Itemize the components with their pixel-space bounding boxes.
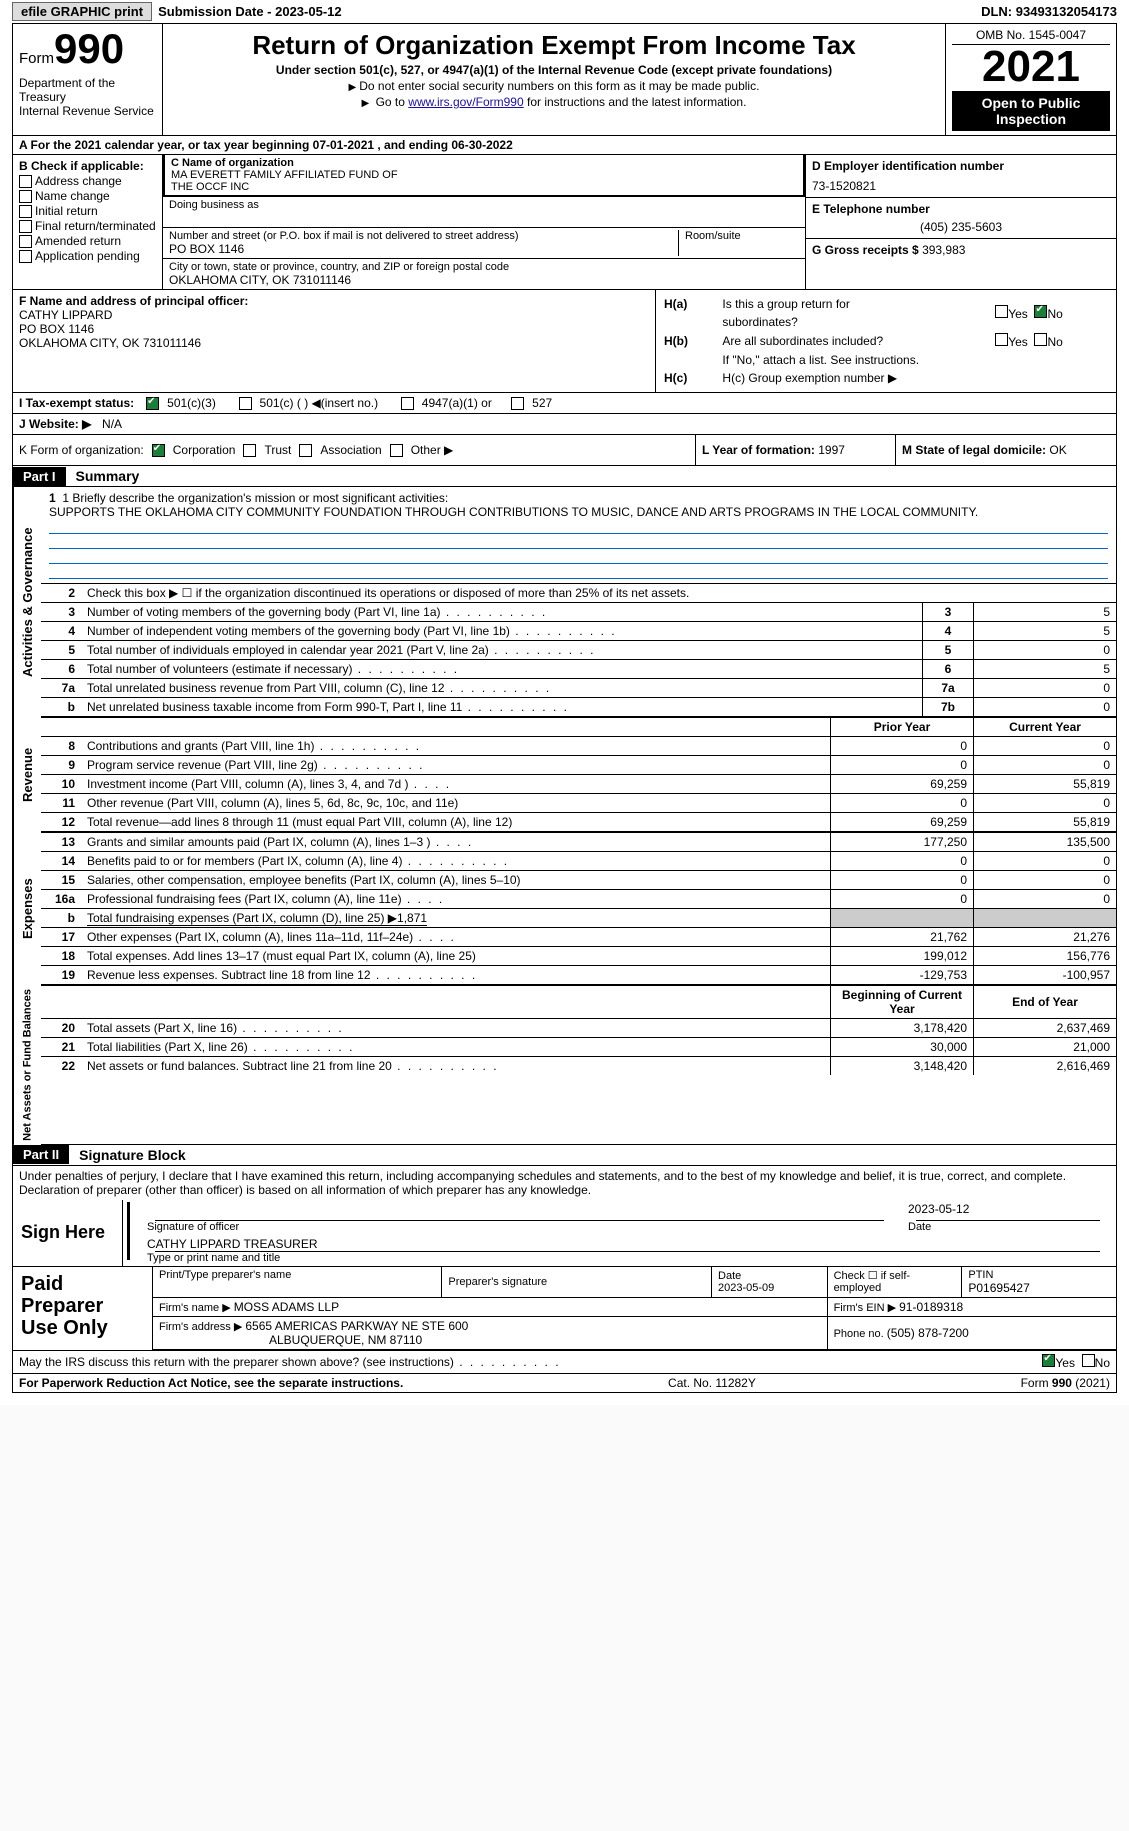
- chk-amended-return[interactable]: [19, 235, 32, 248]
- discuss-row: May the IRS discuss this return with the…: [12, 1351, 1117, 1374]
- section-degh: D Employer identification number 73-1520…: [806, 155, 1116, 289]
- section-h: H(a) Is this a group return for Yes No s…: [656, 290, 1116, 392]
- org-address: PO BOX 1146: [169, 242, 672, 256]
- firm-ein: 91-0189318: [899, 1300, 963, 1314]
- section-b: B Check if applicable: Address change Na…: [13, 155, 163, 289]
- discuss-yes[interactable]: [1042, 1354, 1055, 1367]
- row-k: K Form of organization: Corporation Trus…: [13, 435, 696, 465]
- chk-corporation[interactable]: [152, 444, 165, 457]
- part-1-header: Part I Summary: [12, 466, 1117, 487]
- form-title: Return of Organization Exempt From Incom…: [169, 30, 939, 61]
- form-subtitle: Under section 501(c), 527, or 4947(a)(1)…: [169, 63, 939, 77]
- net-assets-table: Beginning of Current YearEnd of Year 20T…: [41, 985, 1116, 1075]
- vert-expenses: Expenses: [13, 832, 41, 985]
- expenses-table: 13Grants and similar amounts paid (Part …: [41, 832, 1116, 984]
- preparer-table: Print/Type preparer's name Preparer's si…: [153, 1267, 1116, 1350]
- vert-activities: Activities & Governance: [13, 487, 41, 717]
- paid-preparer-label: Paid Preparer Use Only: [13, 1267, 153, 1350]
- ha-yes[interactable]: [995, 305, 1008, 318]
- submission-label: Submission Date - 2023-05-12: [158, 4, 342, 19]
- vert-net-assets: Net Assets or Fund Balances: [13, 985, 41, 1145]
- form-note-ssn: Do not enter social security numbers on …: [169, 79, 939, 93]
- dept-treasury: Department of the Treasury Internal Reve…: [19, 76, 156, 118]
- row-j: J Website: ▶ N/A: [12, 414, 1117, 435]
- gross-receipts: 393,983: [922, 243, 965, 257]
- firm-addr1: 6565 AMERICAS PARKWAY NE STE 600: [245, 1319, 468, 1333]
- top-toolbar: efile GRAPHIC print Submission Date - 20…: [12, 0, 1117, 24]
- chk-name-change[interactable]: [19, 190, 32, 203]
- discuss-no[interactable]: [1082, 1354, 1095, 1367]
- org-name: MA EVERETT FAMILY AFFILIATED FUND OF THE…: [171, 169, 797, 193]
- chk-application-pending[interactable]: [19, 250, 32, 263]
- chk-trust[interactable]: [243, 444, 256, 457]
- firm-addr2: ALBUQUERQUE, NM 87110: [269, 1333, 422, 1347]
- row-m: M State of legal domicile: OK: [896, 435, 1116, 465]
- hb-yes[interactable]: [995, 333, 1008, 346]
- sig-officer-label: Signature of officer: [147, 1221, 892, 1233]
- chk-501c[interactable]: [239, 397, 252, 410]
- row-l: L Year of formation: 1997: [696, 435, 896, 465]
- section-c: C Name of organization MA EVERETT FAMILY…: [163, 155, 806, 289]
- chk-initial-return[interactable]: [19, 205, 32, 218]
- chk-527[interactable]: [511, 397, 524, 410]
- chk-address-change[interactable]: [19, 175, 32, 188]
- ein: 73-1520821: [812, 179, 1110, 193]
- line-1-question: 1 1 Briefly describe the organization's …: [49, 491, 1108, 505]
- org-city: OKLAHOMA CITY, OK 731011146: [169, 273, 799, 287]
- firm-phone: (505) 878-7200: [887, 1326, 969, 1340]
- revenue-table: Prior YearCurrent Year 8Contributions an…: [41, 717, 1116, 831]
- section-f: F Name and address of principal officer:…: [13, 290, 656, 392]
- governance-table: 2Check this box ▶ ☐ if the organization …: [41, 583, 1116, 716]
- penalty-statement: Under penalties of perjury, I declare th…: [12, 1166, 1117, 1200]
- row-a-tax-year: A For the 2021 calendar year, or tax yea…: [12, 136, 1117, 155]
- officer-name: CATHY LIPPARD TREASURER: [147, 1237, 1108, 1251]
- hb-no[interactable]: [1034, 333, 1047, 346]
- chk-final-return[interactable]: [19, 220, 32, 233]
- chk-other[interactable]: [390, 444, 403, 457]
- dln: DLN: 93493132054173: [981, 4, 1117, 19]
- sig-date: 2023-05-12: [908, 1202, 1108, 1220]
- vert-revenue: Revenue: [13, 717, 41, 832]
- tax-year: 2021: [952, 45, 1110, 89]
- chk-4947[interactable]: [401, 397, 414, 410]
- row-i: I Tax-exempt status: 501(c)(3) 501(c) ( …: [12, 393, 1117, 414]
- form-note-link: Go to www.irs.gov/Form990 for instructio…: [169, 95, 939, 109]
- open-to-public: Open to Public Inspection: [952, 91, 1110, 131]
- page-footer: For Paperwork Reduction Act Notice, see …: [12, 1374, 1117, 1393]
- phone: (405) 235-5603: [812, 220, 1110, 234]
- part-2-header: Part II Signature Block: [12, 1145, 1117, 1166]
- chk-association[interactable]: [299, 444, 312, 457]
- sign-here-block: Sign Here Signature of officer 2023-05-1…: [12, 1200, 1117, 1267]
- form-header: Form990 Department of the Treasury Inter…: [12, 24, 1117, 136]
- mission-text: SUPPORTS THE OKLAHOMA CITY COMMUNITY FOU…: [49, 505, 1108, 519]
- form-990-label: Form990: [19, 28, 156, 70]
- firm-name: MOSS ADAMS LLP: [234, 1300, 339, 1314]
- chk-501c3[interactable]: [146, 397, 159, 410]
- irs-link[interactable]: www.irs.gov/Form990: [408, 95, 523, 109]
- ha-no[interactable]: [1034, 305, 1047, 318]
- efile-print-button[interactable]: efile GRAPHIC print: [12, 2, 152, 21]
